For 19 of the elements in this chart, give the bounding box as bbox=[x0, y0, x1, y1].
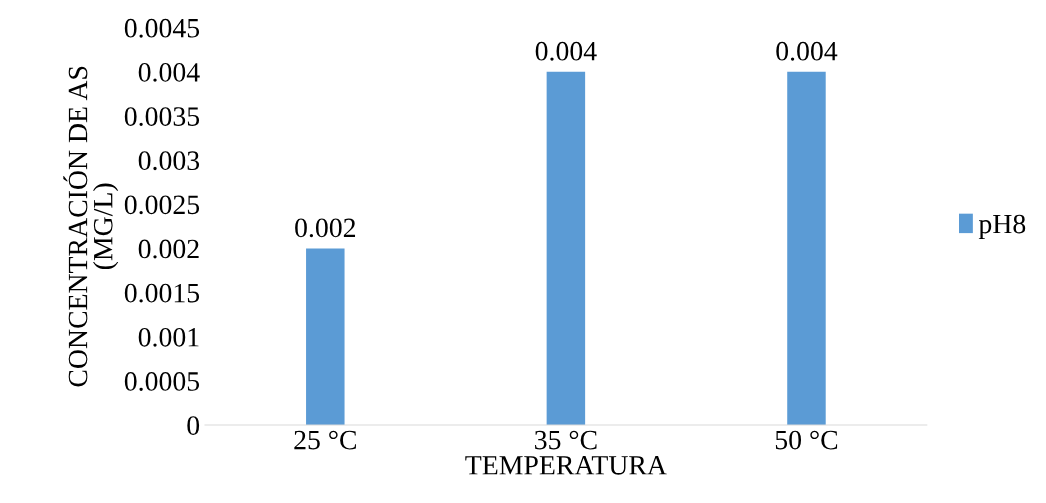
y-tick-label: 0.0035 bbox=[124, 107, 200, 126]
y-tick-label: 0.0025 bbox=[124, 195, 200, 215]
data-label: 0.002 bbox=[295, 218, 356, 238]
x-tick-label: 35 °C bbox=[535, 430, 597, 450]
data-label: 0.004 bbox=[776, 41, 838, 61]
y-tick-label: 0.0005 bbox=[124, 372, 200, 391]
y-tick-label: 0 bbox=[187, 416, 200, 435]
y-tick-label: 0.0045 bbox=[124, 18, 200, 38]
y-tick-label: 0.004 bbox=[138, 62, 200, 82]
x-axis-title: TEMPERATURA bbox=[465, 456, 667, 475]
y-axis-title: CONCENTRACIÓN DE AS (MG/L) bbox=[63, 66, 119, 387]
y-tick-label: 0.0015 bbox=[124, 283, 200, 303]
y-tick-label: 0.002 bbox=[138, 239, 199, 259]
y-tick-label: 0.001 bbox=[138, 327, 199, 347]
data-label: 0.004 bbox=[535, 41, 597, 61]
legend-label: pH8 bbox=[978, 214, 1026, 240]
x-tick-label: 25 °C bbox=[294, 430, 356, 450]
x-tick-label: 50 °C bbox=[775, 430, 838, 450]
y-tick-label: 0.003 bbox=[138, 151, 200, 171]
